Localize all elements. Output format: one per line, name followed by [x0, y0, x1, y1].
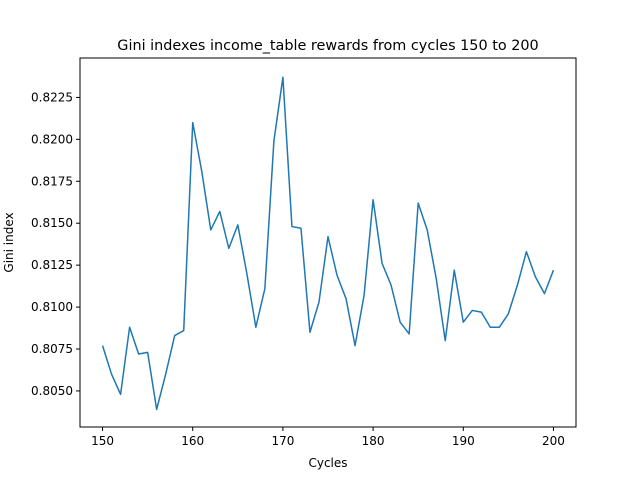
- x-tick-label: 170: [271, 434, 294, 448]
- y-tick-label: 0.8100: [31, 300, 73, 314]
- x-axis-label: Cycles: [308, 456, 347, 470]
- x-tick-label: 200: [542, 434, 565, 448]
- y-tick-label: 0.8225: [31, 90, 73, 104]
- x-tick-label: 150: [91, 434, 114, 448]
- series-layer: [101, 76, 555, 411]
- x-tick-label: 190: [452, 434, 475, 448]
- plot-area-frame: [79, 57, 577, 428]
- y-tick-label: 0.8050: [31, 384, 73, 398]
- y-axis-ticks: 0.8050 0.8075 0.8100 0.8125 0.8150 0.8175 0.82…: [31, 90, 80, 398]
- x-axis-ticks: 150 160 170 180 190 200: [91, 427, 565, 448]
- x-tick-label: 180: [362, 434, 385, 448]
- chart-title: Gini indexes income_table rewards from c…: [117, 38, 538, 54]
- y-tick-label: 0.8150: [31, 216, 73, 230]
- x-tick-label: 160: [181, 434, 204, 448]
- y-tick-label: 0.8075: [31, 342, 73, 356]
- y-tick-label: 0.8175: [31, 174, 73, 188]
- y-tick-label: 0.8125: [31, 258, 73, 272]
- y-axis-label: Gini index: [2, 212, 16, 272]
- y-tick-label: 0.8200: [31, 132, 73, 146]
- series-line: [101, 76, 555, 411]
